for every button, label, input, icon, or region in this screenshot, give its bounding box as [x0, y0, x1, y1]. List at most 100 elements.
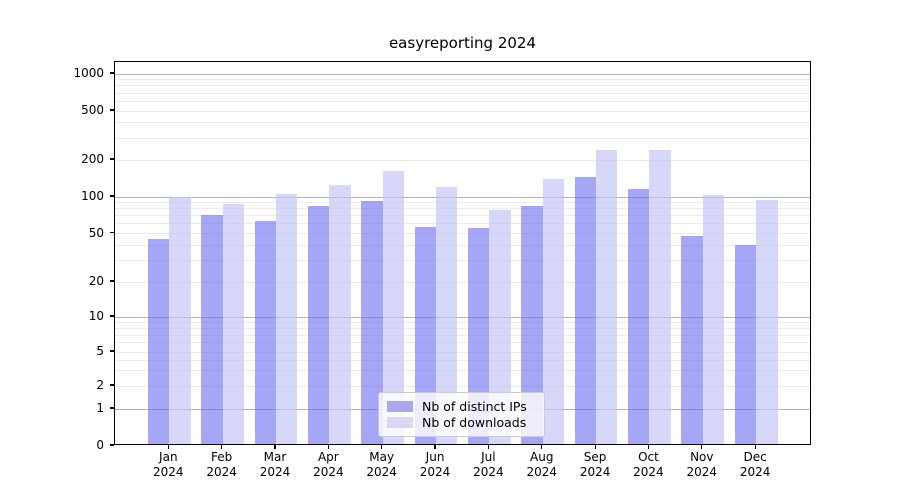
y-tick-label-500: 500 — [81, 103, 104, 117]
x-tick-mark-sep — [594, 445, 596, 449]
y-tick-mark-20 — [110, 280, 114, 282]
x-tick-mark-oct — [647, 445, 650, 449]
bar-distinct-ips-aug — [521, 205, 543, 444]
y-tick-label-1000: 1000 — [73, 66, 104, 80]
major-gridline-100 — [115, 196, 810, 198]
minor-gridline-700 — [115, 92, 810, 94]
bar-downloads-dec — [756, 200, 778, 444]
y-tick-mark-500 — [110, 109, 114, 111]
bar-downloads-sep — [596, 149, 618, 444]
bar-downloads-may — [382, 171, 405, 444]
x-tick-label-oct: Oct 2024 — [633, 450, 664, 479]
bar-distinct-ips-jan — [147, 238, 170, 444]
minor-gridline-5 — [115, 351, 810, 353]
bar-distinct-ips-feb — [201, 215, 223, 444]
bar-distinct-ips-apr — [307, 205, 330, 444]
x-tick-mark-jul — [487, 445, 489, 449]
bar-downloads-mar — [276, 194, 298, 444]
x-tick-label-may: May 2024 — [366, 450, 397, 479]
legend-swatch-downloads — [387, 417, 413, 428]
x-tick-label-feb: Feb 2024 — [206, 450, 237, 479]
y-tick-mark-1000 — [110, 72, 114, 74]
x-tick-label-apr: Apr 2024 — [313, 450, 344, 479]
minor-gridline-2 — [115, 385, 810, 387]
x-tick-label-mar: Mar 2024 — [259, 450, 291, 479]
legend: Nb of distinct IPs Nb of downloads — [378, 392, 545, 437]
bar-distinct-ips-jul — [468, 227, 490, 444]
major-gridline-1000 — [115, 73, 810, 75]
minor-gridline-400 — [115, 122, 810, 124]
bar-distinct-ips-mar — [254, 220, 276, 444]
minor-gridline-40 — [115, 244, 810, 246]
legend-entry-downloads: Nb of downloads — [387, 415, 536, 430]
x-tick-mark-may — [381, 445, 383, 449]
x-tick-mark-dec — [754, 445, 756, 449]
x-tick-label-nov: Nov 2024 — [686, 450, 718, 479]
y-tick-mark-0 — [110, 444, 114, 446]
x-tick-mark-jun — [434, 445, 436, 449]
y-tick-label-20: 20 — [88, 274, 104, 288]
minor-gridline-600 — [115, 100, 810, 102]
bar-distinct-ips-nov — [681, 236, 703, 444]
x-tick-mark-nov — [701, 445, 703, 449]
minor-gridline-3 — [115, 370, 810, 372]
x-tick-label-jun: Jun 2024 — [419, 450, 451, 479]
bar-downloads-feb — [222, 203, 245, 444]
minor-gridline-30 — [115, 260, 810, 262]
minor-gridline-60 — [115, 223, 810, 225]
bar-distinct-ips-sep — [574, 177, 597, 444]
major-gridline-10 — [115, 316, 810, 318]
bar-downloads-jun — [436, 187, 458, 444]
x-tick-label-dec: Dec 2024 — [739, 450, 771, 479]
bar-downloads-apr — [329, 185, 351, 444]
y-tick-mark-1 — [110, 407, 114, 409]
minor-gridline-8 — [115, 327, 810, 329]
chart-title: easyreporting 2024 — [388, 34, 537, 52]
y-tick-mark-2 — [110, 384, 114, 386]
minor-gridline-80 — [115, 208, 810, 210]
legend-label-downloads: Nb of downloads — [422, 415, 527, 430]
bar-downloads-jul — [489, 210, 511, 444]
bar-distinct-ips-jun — [414, 227, 437, 444]
y-tick-label-200: 200 — [81, 152, 104, 166]
minor-gridline-90 — [115, 202, 810, 204]
minor-gridline-7 — [115, 334, 810, 336]
x-tick-mark-aug — [541, 445, 543, 449]
minor-gridline-20 — [115, 281, 810, 283]
y-tick-mark-10 — [110, 315, 114, 317]
y-tick-label-100: 100 — [81, 189, 104, 203]
minor-gridline-6 — [115, 342, 810, 344]
minor-gridline-500 — [115, 110, 810, 112]
y-tick-mark-200 — [110, 158, 114, 160]
y-tick-mark-100 — [110, 195, 114, 197]
y-tick-label-1: 1 — [96, 401, 104, 415]
minor-gridline-800 — [115, 85, 810, 87]
bar-distinct-ips-dec — [734, 244, 757, 444]
bar-distinct-ips-may — [361, 201, 383, 444]
x-tick-mark-mar — [274, 445, 276, 449]
y-tick-label-50: 50 — [88, 225, 104, 240]
bar-downloads-nov — [702, 194, 725, 444]
bar-downloads-aug — [542, 179, 565, 444]
x-tick-mark-jan — [167, 445, 169, 449]
x-tick-mark-feb — [221, 445, 223, 449]
legend-entry-distinct-ips: Nb of distinct IPs — [387, 399, 536, 414]
bar-distinct-ips-oct — [628, 189, 650, 444]
x-tick-label-aug: Aug 2024 — [526, 450, 558, 479]
minor-gridline-300 — [115, 137, 810, 139]
y-tick-label-0: 0 — [96, 438, 104, 452]
y-tick-mark-50 — [110, 231, 114, 234]
minor-gridline-900 — [115, 79, 810, 81]
plot-area — [114, 61, 811, 445]
x-tick-label-sep: Sep 2024 — [579, 450, 611, 479]
y-tick-mark-5 — [110, 350, 114, 352]
minor-gridline-70 — [115, 215, 810, 217]
minor-gridline-50 — [115, 233, 810, 234]
y-tick-label-10: 10 — [88, 309, 104, 323]
bar-downloads-oct — [649, 149, 671, 444]
legend-swatch-distinct-ips — [387, 401, 413, 412]
minor-gridline-200 — [115, 159, 810, 161]
x-tick-mark-apr — [327, 445, 329, 449]
legend-label-distinct-ips: Nb of distinct IPs — [422, 399, 527, 414]
